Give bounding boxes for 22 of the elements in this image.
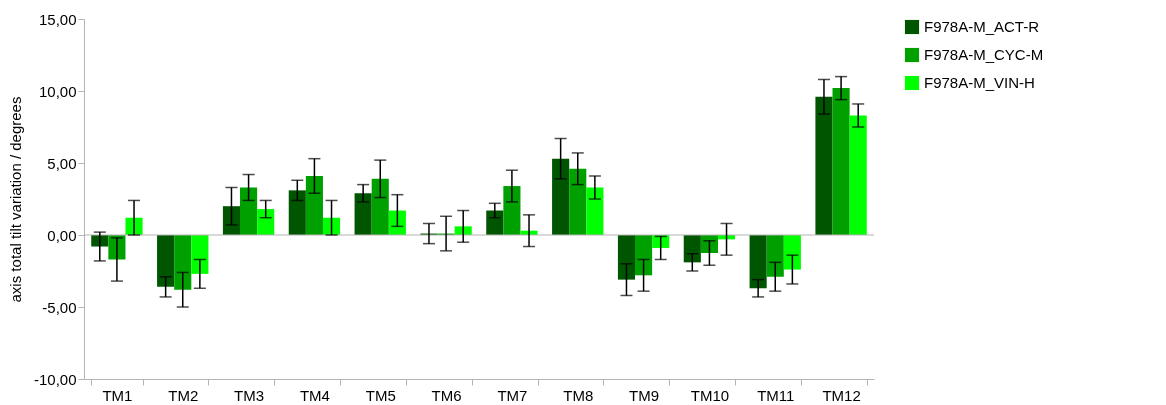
legend-label: F978A-M_CYC-M — [924, 46, 1044, 63]
legend-label: F978A-M_VIN-H — [924, 74, 1035, 91]
x-tick-label: TM7 — [497, 386, 528, 404]
x-tick-label: TM4 — [299, 386, 330, 404]
y-tick-label: 15,00 — [38, 10, 77, 28]
x-tick-label: TM9 — [629, 386, 660, 404]
x-tick-label: TM3 — [234, 386, 265, 404]
x-tick-label: TM1 — [102, 386, 133, 404]
x-tick-label: TM5 — [365, 386, 396, 404]
x-tick-label: TM8 — [563, 386, 594, 404]
y-tick-label: 10,00 — [38, 82, 77, 100]
x-tick-label: TM2 — [168, 386, 199, 404]
x-tick-label: TM10 — [690, 386, 730, 404]
x-tick-label: TM12 — [822, 386, 861, 404]
y-tick-label: -10,00 — [33, 370, 77, 388]
y-tick-label: 0,00 — [47, 226, 77, 244]
x-tick-label: TM6 — [431, 386, 462, 404]
legend-label: F978A-M_ACT-R — [924, 18, 1040, 35]
y-tick-label: -5,00 — [42, 298, 77, 316]
y-axis-title: axis total tilt variation / degrees — [6, 96, 24, 303]
x-tick-label: TM11 — [757, 386, 795, 404]
y-tick-label: 5,00 — [47, 154, 77, 172]
